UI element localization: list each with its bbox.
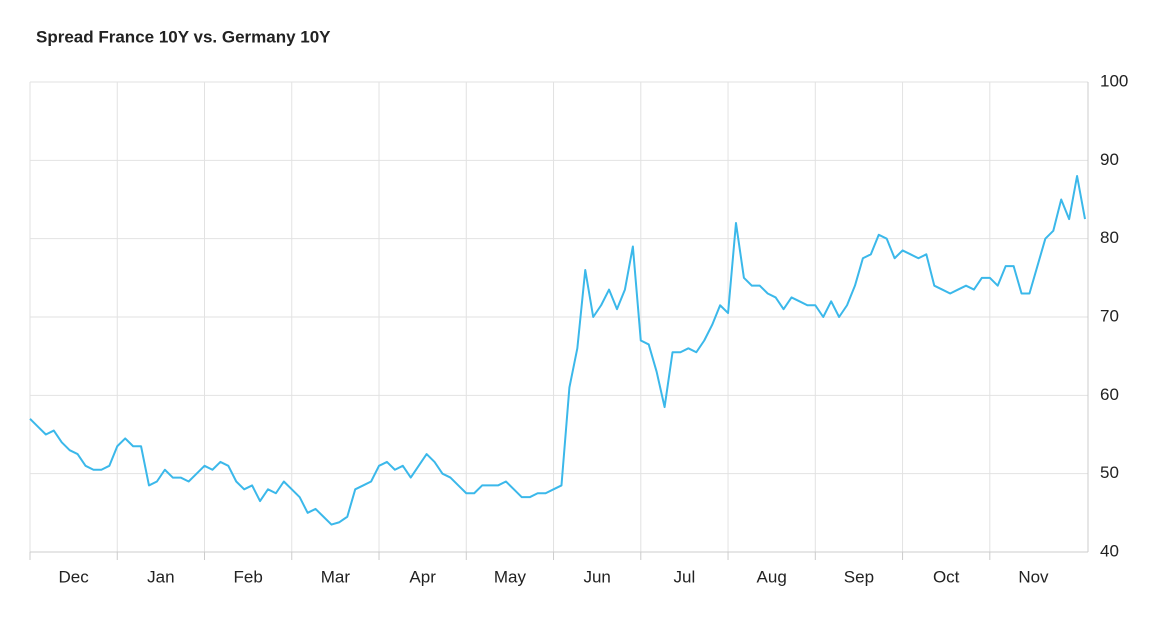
y-tick-label: 60 bbox=[1100, 385, 1119, 404]
y-tick-label: 100 bbox=[1100, 71, 1128, 90]
x-tick-label: Jun bbox=[583, 567, 610, 586]
y-tick-label: 80 bbox=[1100, 228, 1119, 247]
y-tick-label: 50 bbox=[1100, 463, 1119, 482]
x-tick-label: Sep bbox=[844, 567, 874, 586]
data-line bbox=[29, 175, 1086, 526]
x-tick-label: Aug bbox=[757, 567, 787, 586]
chart-title: Spread France 10Y vs. Germany 10Y bbox=[36, 27, 331, 46]
x-tick-label: Nov bbox=[1018, 567, 1049, 586]
x-tick-label: Oct bbox=[933, 567, 960, 586]
x-tick-label: Feb bbox=[233, 567, 262, 586]
y-tick-label: 90 bbox=[1100, 150, 1119, 169]
x-tick-label: Jul bbox=[674, 567, 696, 586]
x-tick-label: Jan bbox=[147, 567, 174, 586]
x-tick-label: May bbox=[494, 567, 527, 586]
x-tick-label: Apr bbox=[409, 567, 436, 586]
x-tick-label: Dec bbox=[59, 567, 90, 586]
y-tick-label: 70 bbox=[1100, 306, 1119, 325]
x-tick-label: Mar bbox=[321, 567, 351, 586]
y-tick-label: 40 bbox=[1100, 541, 1119, 560]
